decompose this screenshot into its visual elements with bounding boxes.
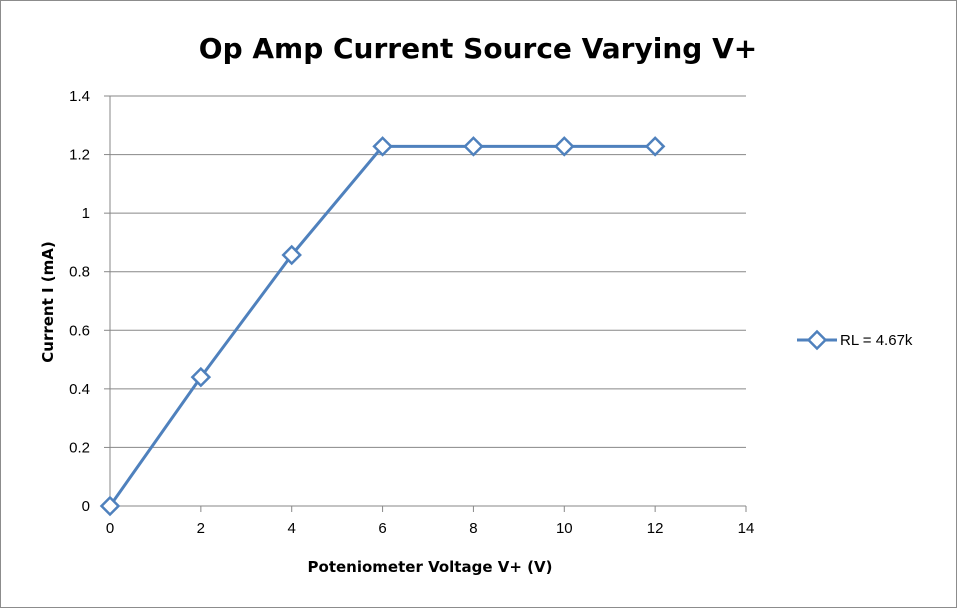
y-tick-label-4: 0.8 (69, 264, 90, 281)
x-tick-label-7: 14 (738, 520, 755, 537)
legend-marker (806, 329, 828, 351)
y-tick-label-1: 0.2 (69, 439, 90, 456)
x-tick-label-5: 10 (556, 520, 573, 537)
data-point-0-4 (463, 136, 484, 157)
y-tick-label-2: 0.4 (69, 381, 90, 398)
y-tick-label-5: 1 (82, 205, 90, 222)
data-point-0-0 (99, 495, 121, 517)
x-tick-label-0: 0 (106, 520, 114, 537)
data-point-0-6 (644, 136, 666, 157)
y-tick-label-3: 0.6 (69, 322, 90, 339)
y-axis-label: Current I (mA) (39, 241, 57, 362)
x-tick-label-4: 8 (469, 520, 477, 537)
legend-entry-label: RL = 4.67k (840, 332, 913, 349)
y-tick-label-7: 1.4 (69, 88, 90, 105)
x-tick-label-1: 2 (197, 520, 205, 537)
x-tick-label-3: 6 (378, 520, 386, 537)
data-point-0-1 (190, 366, 212, 388)
data-series (99, 136, 666, 517)
x-axis-label: Poteniometer Voltage V+ (V) (308, 558, 553, 576)
gridlines (110, 95, 746, 448)
y-tick-label-0: 0 (82, 498, 90, 515)
x-tick-label-2: 4 (288, 520, 296, 537)
data-point-0-5 (554, 136, 575, 157)
legend: RL = 4.67k (797, 329, 913, 351)
data-point-0-2 (281, 244, 302, 266)
axes (109, 96, 746, 507)
x-tick-label-6: 12 (647, 520, 664, 537)
y-tick-label-6: 1.2 (69, 147, 90, 164)
series-line-0 (108, 144, 656, 507)
chart-title: Op Amp Current Source Varying V+ (199, 32, 757, 65)
y-axis-ticks: 0 0.2 0.4 0.6 0.8 1 1.2 1.4 (69, 88, 110, 515)
x-axis-ticks: 0 2 4 6 8 10 12 14 (106, 506, 755, 537)
data-point-0-3 (372, 136, 393, 157)
